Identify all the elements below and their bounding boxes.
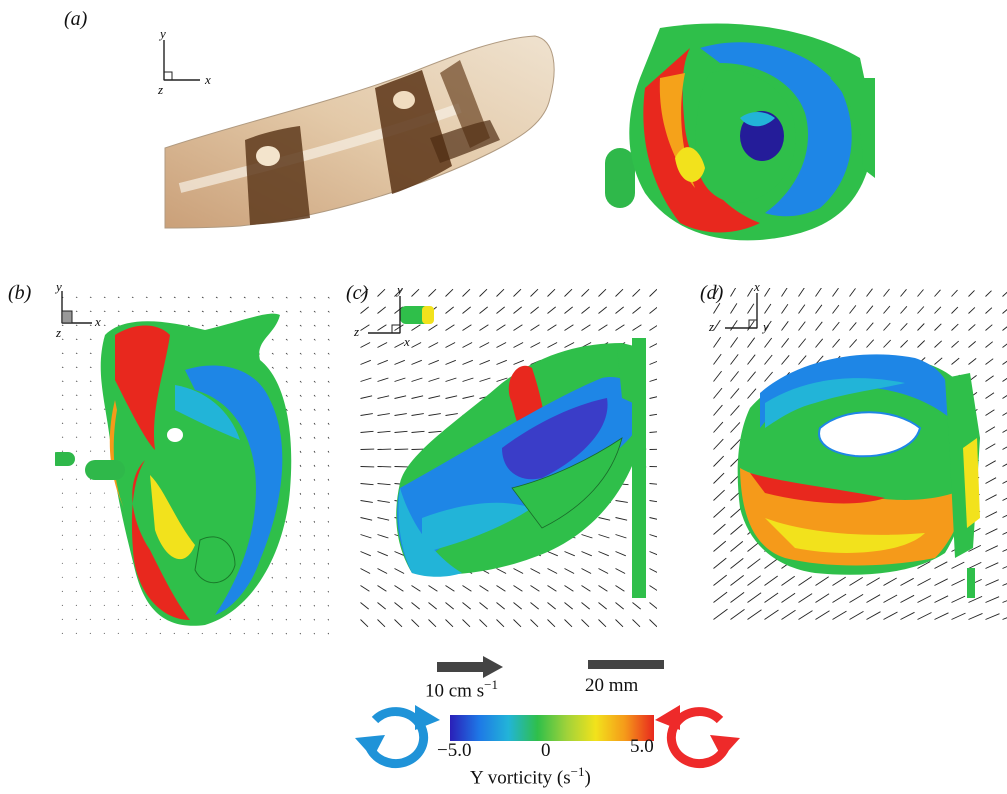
counterclockwise-rotation-icon	[655, 705, 740, 769]
vector-field-d	[713, 288, 1007, 620]
panel-d-label: (d)	[700, 282, 724, 304]
axis-d-y: y	[763, 319, 769, 334]
axis-a-y: y	[160, 26, 166, 41]
axis-c-y: y	[397, 282, 403, 297]
axis-c-x: x	[404, 334, 410, 349]
panel-c-label: (c)	[346, 282, 369, 304]
axis-a-x: x	[205, 72, 211, 87]
axis-d-z: z	[709, 319, 715, 334]
velocity-scale-label: 10 cm s−1	[425, 677, 498, 702]
colorbar-mid-label: 0	[541, 740, 551, 761]
axis-c-z: z	[354, 324, 360, 339]
vector-field-b	[55, 296, 330, 635]
axis-a-z: z	[158, 82, 164, 97]
vorticity-colorbar	[450, 715, 654, 741]
vortex-ring-a	[605, 23, 875, 241]
axis-triad-c: y z x	[350, 282, 430, 358]
clockwise-rotation-icon	[355, 705, 440, 769]
colorbar-min-label: −5.0	[437, 740, 472, 761]
panel-b-label: (b)	[8, 282, 32, 304]
colorbar-max-label: 5.0	[630, 736, 654, 757]
axis-triad-b: y x z	[50, 279, 120, 353]
axis-d-x: x	[754, 279, 760, 294]
axis-b-z: z	[56, 325, 62, 340]
length-scale-label: 20 mm	[585, 675, 639, 696]
length-scale-bar	[588, 660, 664, 669]
colorbar-title: Y vorticity (s−1)	[470, 764, 591, 789]
axis-b-y: y	[56, 279, 62, 294]
fin-photo	[164, 35, 555, 229]
axis-b-x: x	[95, 314, 101, 329]
velocity-scale-arrow	[437, 656, 503, 678]
axis-triad-a: y x z	[150, 26, 220, 100]
panel-a-label: (a)	[64, 8, 88, 30]
axis-triad-d: x z y	[705, 279, 785, 353]
vector-field-c	[360, 288, 657, 628]
